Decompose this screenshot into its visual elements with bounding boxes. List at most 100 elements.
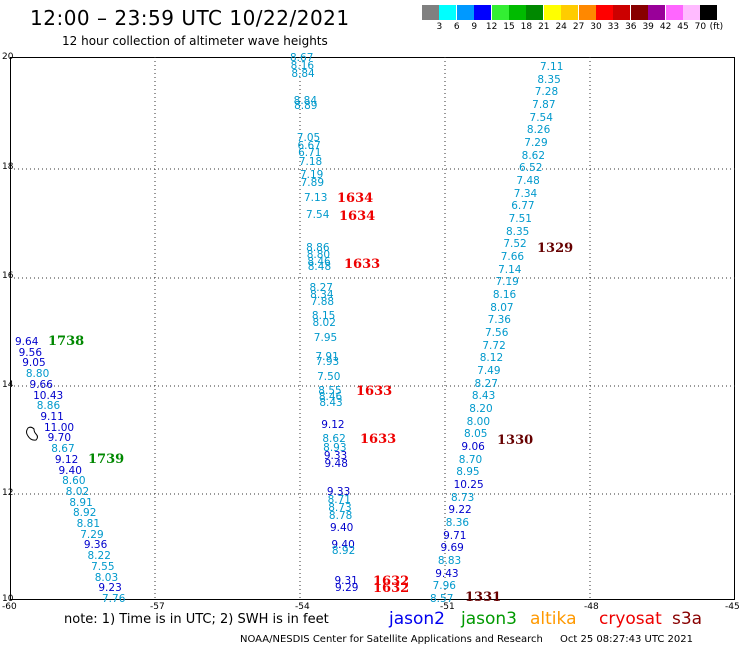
wave-height-value: 8.12 bbox=[479, 352, 504, 365]
scale-unit: (ft) bbox=[709, 22, 724, 32]
timestamp-text: Oct 25 08:27:43 UTC 2021 bbox=[560, 634, 693, 645]
page-subtitle: 12 hour collection of altimeter wave hei… bbox=[62, 34, 328, 48]
scale-label: 3 bbox=[436, 22, 443, 32]
wave-height-value: 8.43 bbox=[471, 390, 496, 403]
longitude-label: -60 bbox=[2, 602, 17, 612]
wave-height-value: 7.28 bbox=[534, 86, 559, 99]
legend-cryosat: cryosat bbox=[599, 609, 662, 629]
legend-altika: altika bbox=[530, 609, 577, 629]
wave-height-value: 8.55 bbox=[318, 385, 342, 397]
grid-lines bbox=[10, 57, 735, 600]
scale-swatch bbox=[491, 5, 509, 20]
wave-height-value: 7.93 bbox=[315, 356, 340, 368]
wave-height-value: 9.29 bbox=[335, 582, 359, 594]
wave-height-value: 8.16 bbox=[290, 60, 315, 72]
wave-height-value: 8.62 bbox=[322, 433, 346, 445]
wave-height-value: 8.67 bbox=[290, 52, 314, 64]
wave-height-value: 8.73 bbox=[450, 491, 475, 504]
track-time-label: 1633 bbox=[360, 432, 397, 447]
wave-height-value: 8.27 bbox=[474, 377, 498, 390]
wave-height-value: 9.23 bbox=[98, 582, 122, 595]
latitude-label: 20 bbox=[2, 52, 14, 62]
wave-height-value: 7.91 bbox=[315, 351, 339, 363]
wave-height-value: 7.55 bbox=[91, 560, 115, 573]
latitude-label: 18 bbox=[2, 162, 14, 172]
wave-height-value: 8.02 bbox=[312, 317, 336, 329]
scale-label: 45 bbox=[677, 22, 689, 32]
latitude-label: 12 bbox=[2, 488, 14, 498]
wave-height-value: 7.13 bbox=[304, 192, 328, 204]
track-time-label: 1738 bbox=[48, 334, 85, 349]
wave-height-value: 8.73 bbox=[328, 502, 352, 514]
scale-label: 30 bbox=[590, 22, 602, 32]
wave-height-value: 7.56 bbox=[485, 327, 509, 339]
scale-swatch bbox=[665, 5, 683, 20]
wave-height-value: 8.26 bbox=[526, 124, 551, 137]
wave-height-value: 8.02 bbox=[65, 485, 90, 498]
wave-height-value: 8.81 bbox=[76, 518, 101, 531]
wave-height-value: 7.49 bbox=[477, 365, 501, 377]
wave-height-value: 8.86 bbox=[36, 400, 61, 413]
legend-jason3: jason3 bbox=[461, 609, 517, 629]
wave-height-value: 7.50 bbox=[317, 371, 341, 383]
wave-height-value: 7.11 bbox=[540, 61, 564, 73]
wave-height-value: 10.43 bbox=[33, 389, 64, 402]
wave-height-value: 7.36 bbox=[487, 314, 511, 327]
track-time-label: 1331 bbox=[465, 590, 502, 605]
wave-height-value: 9.48 bbox=[324, 458, 348, 470]
wave-height-value: 9.12 bbox=[321, 419, 345, 431]
longitude-label: -54 bbox=[295, 602, 310, 612]
wave-height-value: 7.14 bbox=[498, 263, 522, 276]
wave-height-value: 8.89 bbox=[294, 100, 318, 112]
scale-swatch bbox=[648, 5, 666, 20]
wave-height-value: 8.80 bbox=[306, 249, 331, 261]
wave-height-value: 7.48 bbox=[516, 175, 540, 187]
island-outline bbox=[26, 426, 38, 441]
wave-height-value: 9.64 bbox=[15, 336, 39, 348]
wave-height-value: 9.43 bbox=[435, 567, 459, 580]
track-time-label: 1330 bbox=[497, 433, 534, 448]
scale-label: 36 bbox=[625, 22, 637, 32]
wave-height-value: 7.72 bbox=[482, 339, 506, 352]
wave-height-value: 8.16 bbox=[492, 289, 517, 301]
wave-height-value: 8.70 bbox=[458, 453, 483, 466]
scale-label: 15 bbox=[503, 22, 515, 32]
page-title: 12:00 – 23:59 UTC 10/22/2021 bbox=[30, 6, 350, 30]
wave-height-value: 9.40 bbox=[331, 539, 355, 551]
scale-label: 18 bbox=[520, 22, 533, 32]
wave-height-value: 7.29 bbox=[80, 528, 104, 541]
scale-swatch bbox=[630, 5, 648, 20]
track-time-label: 1634 bbox=[337, 191, 374, 206]
wave-height-value: 8.92 bbox=[73, 507, 97, 520]
wave-height-value: 8.48 bbox=[307, 261, 332, 273]
wave-height-value: 9.22 bbox=[448, 504, 472, 517]
scale-swatch bbox=[509, 5, 526, 20]
track-time-label: 1739 bbox=[88, 452, 125, 467]
scale-label: 33 bbox=[607, 22, 620, 32]
track-time-label: 1632 bbox=[373, 581, 410, 596]
wave-height-value: 7.54 bbox=[529, 111, 553, 124]
scale-label: 42 bbox=[659, 22, 672, 32]
wave-height-value: 8.83 bbox=[437, 555, 462, 567]
wave-height-value: 8.36 bbox=[445, 517, 470, 529]
wave-height-value: 6.67 bbox=[297, 140, 321, 152]
scale-swatch bbox=[474, 5, 492, 20]
scale-swatch bbox=[543, 5, 561, 20]
wave-height-value: 8.35 bbox=[505, 225, 530, 238]
scale-label: 12 bbox=[485, 22, 498, 32]
wave-height-value: 7.88 bbox=[310, 296, 335, 308]
wave-height-value: 8.84 bbox=[293, 95, 318, 107]
latitude-label: 14 bbox=[2, 380, 14, 390]
scale-swatch bbox=[700, 5, 718, 20]
scale-label: 21 bbox=[538, 22, 550, 32]
legend-jason2: jason2 bbox=[389, 609, 445, 629]
wave-height-value: 7.54 bbox=[306, 209, 330, 221]
wave-height-value: 7.18 bbox=[298, 156, 323, 168]
wave-height-value: 8.95 bbox=[456, 466, 480, 479]
longitude-label: -51 bbox=[440, 602, 455, 612]
wave-height-value: 8.07 bbox=[490, 301, 514, 314]
scale-swatch bbox=[596, 5, 613, 20]
wave-height-value: 7.19 bbox=[299, 169, 324, 181]
wave-height-value: 8.91 bbox=[69, 496, 93, 509]
scale-swatch bbox=[578, 5, 596, 20]
